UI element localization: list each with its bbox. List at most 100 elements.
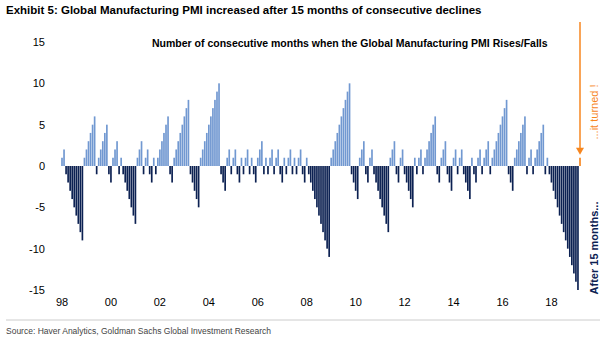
- bar: [73, 166, 75, 207]
- bar: [118, 166, 120, 174]
- bar: [330, 158, 332, 166]
- bar: [255, 166, 257, 183]
- bar: [549, 166, 551, 174]
- bar: [542, 125, 544, 166]
- bar: [261, 141, 263, 166]
- bar: [565, 166, 567, 240]
- bar: [361, 149, 363, 166]
- bar: [320, 166, 322, 224]
- bar: [406, 166, 408, 183]
- bar: [536, 149, 538, 166]
- bar: [345, 100, 347, 166]
- bar: [241, 158, 243, 166]
- bar: [371, 149, 373, 166]
- bar: [455, 149, 457, 166]
- bar: [179, 133, 181, 166]
- bar: [489, 166, 491, 174]
- bar: [137, 158, 139, 166]
- bar: [475, 166, 477, 183]
- bar: [400, 158, 402, 166]
- bar: [328, 166, 330, 257]
- bar: [100, 149, 102, 166]
- bar: [232, 158, 234, 166]
- bar: [443, 149, 445, 166]
- bar: [567, 166, 569, 249]
- bar: [165, 125, 167, 166]
- bar: [367, 166, 369, 183]
- bar: [155, 166, 157, 174]
- bar: [426, 149, 428, 166]
- bar: [373, 166, 375, 174]
- bar: [445, 141, 447, 166]
- bar: [575, 166, 577, 282]
- y-tick-label: 5: [39, 119, 45, 131]
- bar: [412, 166, 414, 207]
- bar: [577, 166, 579, 290]
- bar: [135, 166, 137, 224]
- bar: [540, 133, 542, 166]
- bar: [141, 141, 143, 166]
- bar: [259, 149, 261, 166]
- bar: [71, 166, 73, 199]
- annotation: ...it turned !: [588, 84, 600, 139]
- bar: [116, 141, 118, 166]
- bar: [502, 116, 504, 166]
- bar: [424, 158, 426, 166]
- bar: [147, 149, 149, 166]
- bar: [414, 158, 416, 166]
- bar: [273, 166, 275, 174]
- bar: [428, 141, 430, 166]
- bar: [436, 166, 438, 174]
- bar: [316, 166, 318, 207]
- bar: [461, 149, 463, 166]
- y-tick-label: 10: [33, 77, 45, 89]
- bar: [196, 166, 198, 199]
- x-tick-label: 12: [398, 296, 410, 308]
- bar: [161, 141, 163, 166]
- bar: [326, 166, 328, 249]
- bar: [82, 166, 84, 240]
- bar: [430, 133, 432, 166]
- bar: [394, 141, 396, 166]
- bar: [491, 158, 493, 166]
- bar: [210, 116, 212, 166]
- bar: [504, 108, 506, 166]
- bar: [263, 166, 265, 174]
- bar: [508, 166, 510, 174]
- bar: [102, 141, 104, 166]
- bar: [422, 166, 424, 174]
- bar: [551, 166, 553, 183]
- bar: [184, 116, 186, 166]
- y-axis: -15-10-5051015: [29, 36, 45, 296]
- bar: [239, 166, 241, 183]
- bar: [235, 149, 237, 166]
- bar: [363, 141, 365, 166]
- bar: [86, 149, 88, 166]
- bar: [379, 166, 381, 199]
- bar: [410, 166, 412, 199]
- bar: [451, 166, 453, 191]
- bar: [432, 125, 434, 166]
- bar: [418, 158, 420, 166]
- bar: [510, 166, 512, 183]
- bar: [243, 166, 245, 174]
- bar: [283, 158, 285, 166]
- bar: [177, 141, 179, 166]
- bar: [449, 166, 451, 183]
- bar: [122, 166, 124, 174]
- bar: [251, 158, 253, 166]
- bar: [173, 158, 175, 166]
- arrow-head: [576, 148, 584, 155]
- bar: [247, 149, 249, 166]
- bar: [285, 166, 287, 174]
- separator: [6, 320, 600, 321]
- bar: [128, 166, 130, 199]
- bar: [306, 158, 308, 166]
- bar: [126, 166, 128, 191]
- bar: [557, 166, 559, 207]
- bar: [237, 166, 239, 174]
- bar: [494, 149, 496, 166]
- bar: [112, 158, 114, 166]
- bar: [208, 125, 210, 166]
- bar: [324, 166, 326, 240]
